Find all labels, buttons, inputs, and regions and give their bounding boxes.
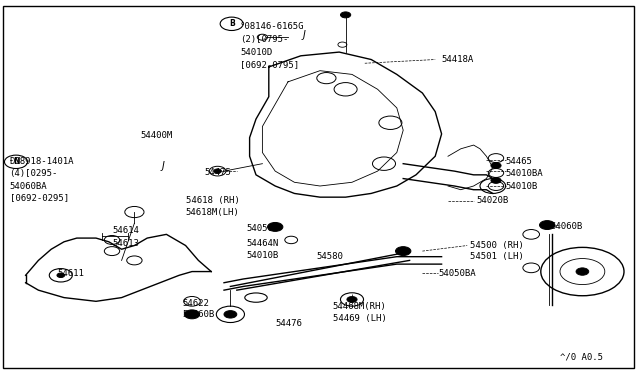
Text: 54010D: 54010D	[240, 48, 272, 57]
Text: 54465: 54465	[506, 157, 532, 166]
Text: 54618 (RH): 54618 (RH)	[186, 196, 239, 205]
Text: 54060BA: 54060BA	[10, 182, 47, 190]
Circle shape	[224, 311, 237, 318]
Text: N: N	[13, 157, 19, 166]
Text: 54010B: 54010B	[246, 251, 278, 260]
Circle shape	[396, 247, 411, 256]
Text: 54580: 54580	[317, 252, 344, 261]
Text: 54050BA: 54050BA	[438, 269, 476, 278]
Circle shape	[347, 296, 357, 302]
Text: Ð08918-1401A: Ð08918-1401A	[10, 157, 74, 166]
Text: 54501 (LH): 54501 (LH)	[470, 252, 524, 261]
Text: 54475: 54475	[205, 169, 232, 177]
Text: 54618M(LH): 54618M(LH)	[186, 208, 239, 217]
Text: 54468M(RH): 54468M(RH)	[333, 302, 387, 311]
Circle shape	[184, 310, 200, 319]
Text: 54469 (LH): 54469 (LH)	[333, 314, 387, 323]
Text: 54614: 54614	[112, 226, 139, 235]
Text: (2)[0795-: (2)[0795-	[240, 35, 289, 44]
Text: [0692-0295]: [0692-0295]	[10, 193, 68, 202]
Text: J: J	[303, 31, 305, 40]
Text: 54500 (RH): 54500 (RH)	[470, 241, 524, 250]
Text: 54050B: 54050B	[246, 224, 278, 233]
Text: 54611: 54611	[58, 269, 84, 278]
Text: 54613: 54613	[112, 239, 139, 248]
Circle shape	[491, 177, 501, 183]
Text: °08146-6165G: °08146-6165G	[240, 22, 305, 31]
Text: J: J	[162, 161, 164, 170]
Text: 54400M: 54400M	[141, 131, 173, 140]
Text: 54010BA: 54010BA	[506, 169, 543, 178]
Text: ^/0 A0.5: ^/0 A0.5	[560, 353, 603, 362]
Circle shape	[491, 163, 501, 169]
Circle shape	[268, 222, 283, 231]
Text: 54060B: 54060B	[182, 310, 214, 319]
Circle shape	[540, 221, 555, 230]
Text: 54418A: 54418A	[442, 55, 474, 64]
Text: 54464N: 54464N	[246, 239, 278, 248]
Text: 54020B: 54020B	[477, 196, 509, 205]
Text: (4)[0295-: (4)[0295-	[10, 169, 58, 178]
Text: [0692-0795]: [0692-0795]	[240, 61, 299, 70]
Text: 54060B: 54060B	[550, 222, 582, 231]
Circle shape	[576, 268, 589, 275]
Circle shape	[57, 273, 65, 278]
Text: 54622: 54622	[182, 299, 209, 308]
Circle shape	[340, 12, 351, 18]
Text: 54010B: 54010B	[506, 182, 538, 190]
Circle shape	[214, 169, 221, 173]
Text: B: B	[229, 19, 234, 28]
Text: 54476: 54476	[275, 319, 302, 328]
